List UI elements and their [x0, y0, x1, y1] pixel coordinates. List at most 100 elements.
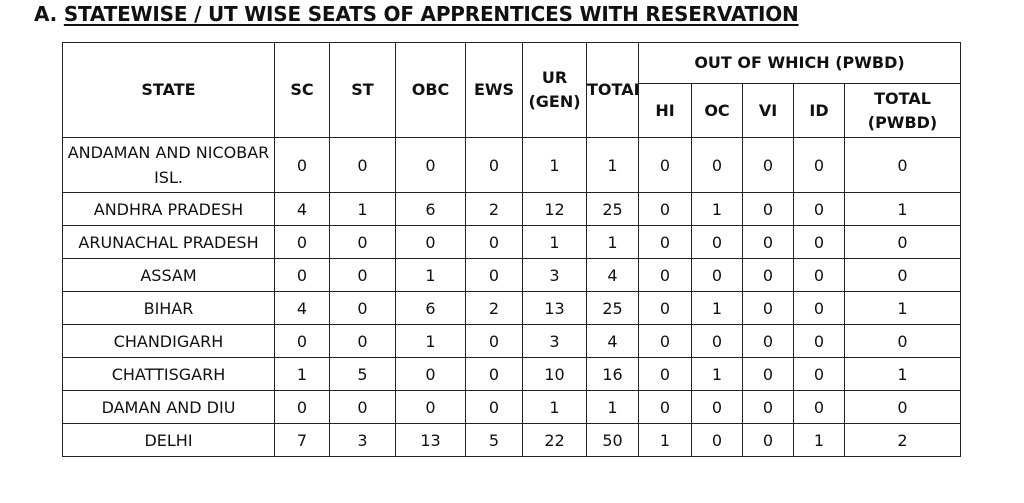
cell-sc: 4 — [274, 291, 330, 325]
cell-total: 1 — [586, 390, 639, 424]
cell-ur: 1 — [522, 137, 587, 193]
table-row: ANDHRA PRADESH 4 1 6 2 12 25 0 1 0 0 1 — [62, 192, 962, 226]
section-heading: A. STATEWISE / UT WISE SEATS OF APPRENTI… — [34, 2, 799, 26]
cell-total: 25 — [586, 192, 639, 226]
cell-sc: 0 — [274, 390, 330, 424]
cell-hi: 0 — [638, 137, 692, 193]
table-row: ANDAMAN AND NICOBAR ISL. 0 0 0 0 1 1 0 0 0 0 0 — [62, 137, 962, 193]
cell-total-pwbd: 1 — [843, 357, 962, 391]
header-vi: VI — [742, 83, 794, 138]
cell-id: 0 — [793, 324, 845, 358]
cell-obc: 1 — [395, 258, 466, 292]
cell-sc: 7 — [274, 423, 330, 457]
cell-total: 4 — [586, 258, 639, 292]
cell-hi: 0 — [638, 258, 692, 292]
cell-obc: 0 — [395, 357, 466, 391]
cell-state: ANDHRA PRADESH — [62, 192, 275, 226]
cell-vi: 0 — [742, 258, 794, 292]
cell-ur: 22 — [522, 423, 587, 457]
cell-id: 0 — [793, 192, 845, 226]
cell-vi: 0 — [742, 423, 794, 457]
cell-st: 0 — [329, 291, 396, 325]
cell-ews: 2 — [465, 291, 523, 325]
cell-state: ARUNACHAL PRADESH — [62, 225, 275, 259]
cell-total: 1 — [586, 225, 639, 259]
cell-oc: 0 — [691, 225, 743, 259]
cell-total-pwbd: 0 — [843, 137, 962, 193]
table-row: CHATTISGARH 1 5 0 0 10 16 0 1 0 0 1 — [62, 357, 962, 391]
cell-state: CHATTISGARH — [62, 357, 275, 391]
cell-oc: 1 — [691, 291, 743, 325]
cell-ur: 3 — [522, 258, 587, 292]
cell-state: ANDAMAN AND NICOBAR ISL. — [62, 137, 275, 193]
cell-vi: 0 — [742, 357, 794, 391]
cell-id: 0 — [793, 225, 845, 259]
header-st: ST — [329, 42, 396, 138]
cell-state: DELHI — [62, 423, 275, 457]
header-pwbd-group: OUT OF WHICH (PWBD) — [637, 42, 962, 84]
cell-ews: 0 — [465, 357, 523, 391]
header-id: ID — [793, 83, 845, 138]
cell-ur: 13 — [522, 291, 587, 325]
cell-obc: 0 — [395, 225, 466, 259]
header-ews: EWS — [465, 42, 523, 138]
cell-oc: 0 — [691, 390, 743, 424]
section-title: STATEWISE / UT WISE SEATS OF APPRENTICES… — [63, 2, 799, 26]
cell-ur: 10 — [522, 357, 587, 391]
cell-total: 16 — [586, 357, 639, 391]
cell-total-pwbd: 1 — [843, 192, 962, 226]
header-oc: OC — [691, 83, 743, 138]
cell-ews: 2 — [465, 192, 523, 226]
cell-obc: 13 — [395, 423, 466, 457]
cell-hi: 0 — [638, 225, 692, 259]
cell-id: 0 — [793, 137, 845, 193]
table-row: DAMAN AND DIU 0 0 0 0 1 1 0 0 0 0 0 — [62, 390, 962, 424]
cell-ews: 0 — [465, 390, 523, 424]
cell-oc: 1 — [691, 357, 743, 391]
cell-sc: 4 — [274, 192, 330, 226]
cell-obc: 1 — [395, 324, 466, 358]
header-obc: OBC — [395, 42, 466, 138]
table-row: DELHI 7 3 13 5 22 50 1 0 0 1 2 — [62, 423, 962, 457]
header-ur-gen: UR (GEN) — [522, 42, 587, 138]
cell-total-pwbd: 0 — [843, 258, 962, 292]
cell-oc: 0 — [691, 324, 743, 358]
cell-st: 5 — [329, 357, 396, 391]
cell-obc: 0 — [395, 137, 466, 193]
table-row: CHANDIGARH 0 0 1 0 3 4 0 0 0 0 0 — [62, 324, 962, 358]
cell-total-pwbd: 0 — [843, 225, 962, 259]
cell-state: ASSAM — [62, 258, 275, 292]
cell-ur: 12 — [522, 192, 587, 226]
cell-ur: 1 — [522, 390, 587, 424]
cell-ews: 5 — [465, 423, 523, 457]
cell-total-pwbd: 0 — [843, 390, 962, 424]
cell-ews: 0 — [465, 225, 523, 259]
cell-state: DAMAN AND DIU — [62, 390, 275, 424]
cell-vi: 0 — [742, 291, 794, 325]
cell-state: BIHAR — [62, 291, 275, 325]
cell-total-pwbd: 0 — [843, 324, 962, 358]
cell-st: 3 — [329, 423, 396, 457]
cell-vi: 0 — [742, 192, 794, 226]
cell-st: 0 — [329, 258, 396, 292]
cell-hi: 1 — [638, 423, 692, 457]
cell-ews: 0 — [465, 324, 523, 358]
cell-total: 4 — [586, 324, 639, 358]
cell-state: CHANDIGARH — [62, 324, 275, 358]
cell-hi: 0 — [638, 357, 692, 391]
table-body: ANDAMAN AND NICOBAR ISL. 0 0 0 0 1 1 0 0 0 0 0 ANDHR… — [62, 137, 962, 457]
section-prefix: A. — [34, 2, 58, 26]
cell-obc: 0 — [395, 390, 466, 424]
cell-st: 0 — [329, 137, 396, 193]
cell-obc: 6 — [395, 192, 466, 226]
cell-oc: 0 — [691, 423, 743, 457]
cell-st: 1 — [329, 192, 396, 226]
cell-id: 0 — [793, 390, 845, 424]
cell-vi: 0 — [742, 390, 794, 424]
cell-hi: 0 — [638, 291, 692, 325]
cell-sc: 0 — [274, 137, 330, 193]
cell-sc: 1 — [274, 357, 330, 391]
cell-sc: 0 — [274, 225, 330, 259]
cell-st: 0 — [329, 225, 396, 259]
cell-vi: 0 — [742, 324, 794, 358]
